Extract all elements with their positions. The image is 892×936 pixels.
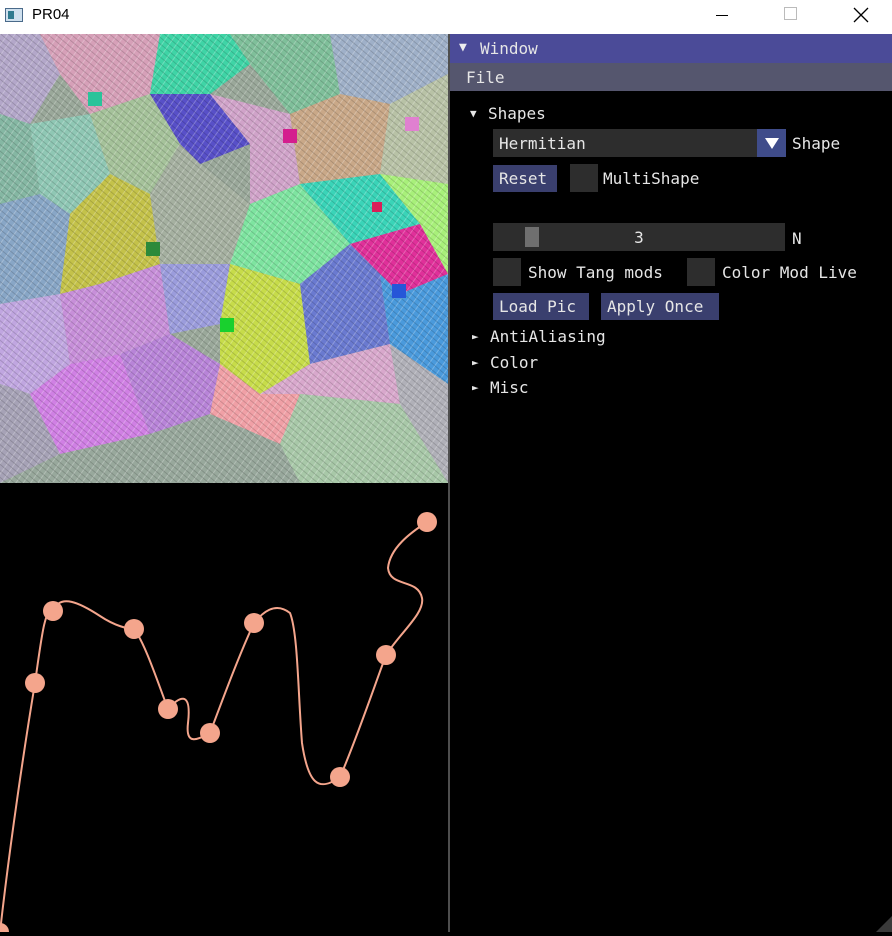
tree-misc[interactable]: ► Misc [472,378,529,397]
multishape-label: MultiShape [603,169,700,188]
control-point[interactable] [124,619,144,639]
tree-antialiasing[interactable]: ► AntiAliasing [472,327,606,346]
reset-button[interactable]: Reset [493,165,557,192]
shape-combo-value: Hermitian [499,134,586,153]
tree-misc-label: Misc [490,378,529,397]
control-point[interactable] [25,673,45,693]
tree-open-icon: ▼ [470,107,477,120]
close-icon [853,7,869,23]
control-point[interactable] [43,601,63,621]
close-button[interactable] [830,0,892,32]
tree-antialiasing-label: AntiAliasing [490,327,606,346]
maximize-button[interactable] [760,0,822,32]
control-point[interactable] [200,723,220,743]
imgui-window: ▼ Window File ▼ Shapes Hermitian Shape Re… [448,34,892,932]
n-slider[interactable]: 3 [493,223,785,251]
minimize-button[interactable] [692,0,754,32]
control-point[interactable] [244,613,264,633]
control-point[interactable] [376,645,396,665]
control-point[interactable] [0,923,9,936]
panel-title: Window [480,39,538,58]
panel-title-bar[interactable]: ▼ Window [450,34,892,63]
color-mod-live-label: Color Mod Live [722,263,857,282]
shape-combo[interactable]: Hermitian [493,129,786,157]
show-tang-label: Show Tang mods [528,263,663,282]
multishape-checkbox[interactable] [570,164,598,192]
tree-shapes-label: Shapes [488,104,546,123]
tree-closed-icon: ► [472,356,479,369]
texture-viewport[interactable] [0,34,448,483]
voronoi-texture [0,34,448,483]
tree-shapes[interactable]: ▼ Shapes [470,104,546,123]
load-pic-button[interactable]: Load Pic [493,293,589,320]
menu-bar: File [450,63,892,91]
chevron-down-icon[interactable] [757,129,786,157]
window-title-bar: PR04 [0,0,892,34]
resize-grip[interactable] [876,916,892,932]
hermite-curve-canvas [0,512,437,936]
collapse-arrow-icon[interactable]: ▼ [459,40,467,55]
tree-closed-icon: ► [472,381,479,394]
app-icon [5,8,23,22]
apply-once-button[interactable]: Apply Once [601,293,719,320]
menu-file[interactable]: File [466,68,505,87]
control-point[interactable] [417,512,437,532]
control-point[interactable] [158,699,178,719]
tree-color-label: Color [490,353,539,372]
slider-grab[interactable] [525,227,540,247]
shape-combo-label: Shape [792,134,841,153]
n-slider-value: 3 [634,228,644,247]
show-tang-checkbox[interactable] [493,258,521,286]
n-slider-label: N [792,229,802,248]
control-point[interactable] [330,767,350,787]
tree-color[interactable]: ► Color [472,353,538,372]
window-title: PR04 [32,6,70,23]
tree-closed-icon: ► [472,330,479,343]
color-mod-live-checkbox[interactable] [687,258,715,286]
control-points [0,512,437,936]
curve-viewport[interactable] [0,483,448,936]
